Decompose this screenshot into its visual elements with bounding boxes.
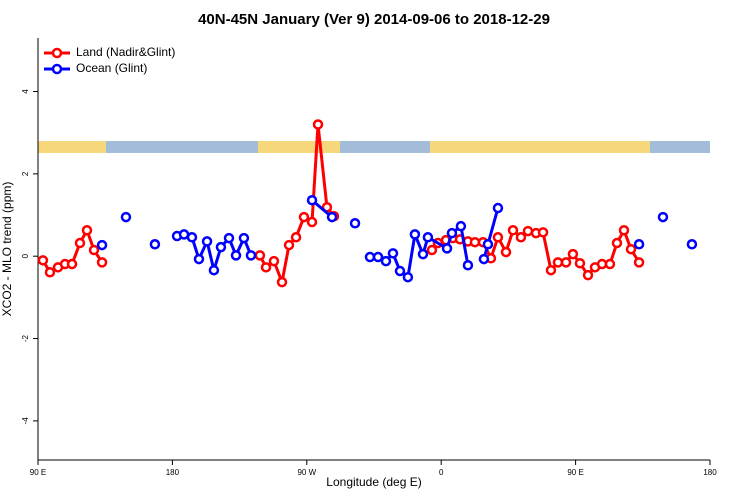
x-tick-label: 90 E [30, 468, 46, 477]
point [552, 257, 564, 268]
point [81, 225, 93, 236]
point [507, 225, 519, 236]
y-tick-label: 4 [21, 89, 30, 94]
point [455, 220, 467, 232]
point [245, 250, 257, 261]
point [120, 211, 132, 223]
point [426, 244, 438, 256]
legend-marker [51, 63, 63, 75]
point [387, 248, 399, 259]
point [260, 262, 272, 273]
point [633, 257, 645, 268]
point [96, 239, 108, 251]
surface-strip [38, 141, 710, 153]
point [500, 246, 512, 258]
point [417, 248, 429, 260]
point [74, 237, 86, 249]
point [402, 271, 414, 283]
point [657, 211, 669, 223]
point [364, 251, 376, 263]
x-tick-label: 90 W [297, 468, 316, 477]
point [618, 225, 630, 236]
point [298, 211, 310, 223]
point [66, 258, 78, 270]
point [422, 232, 434, 243]
point [208, 264, 220, 276]
x-tick-label: 90 E [567, 468, 583, 477]
y-tick-label: 2 [21, 171, 30, 176]
point [230, 250, 242, 261]
point [149, 239, 161, 250]
legend-label: Land (Nadir&Glint) [76, 45, 175, 59]
point [238, 232, 250, 244]
chart-title: 40N-45N January (Ver 9) 2014-09-06 to 20… [198, 11, 550, 28]
point [686, 239, 698, 250]
point [290, 232, 302, 243]
point [567, 248, 579, 260]
point [469, 236, 481, 248]
point [254, 250, 266, 261]
point [186, 232, 198, 243]
y-axis-label: XCO2 - MLO trend (ppm) [0, 182, 14, 317]
x-axis-label: Longitude (deg E) [326, 475, 421, 489]
point [441, 243, 453, 254]
point [223, 232, 235, 244]
point [604, 258, 616, 270]
point [574, 257, 586, 269]
x-tick-label: 0 [439, 468, 444, 477]
point [582, 269, 594, 281]
point [625, 243, 637, 255]
y-tick-label: 0 [21, 253, 30, 258]
point [326, 211, 338, 223]
point [201, 236, 213, 247]
legend-label: Ocean (Glint) [76, 61, 147, 75]
point [306, 216, 318, 228]
point [193, 253, 205, 265]
point [268, 255, 280, 267]
point [44, 267, 56, 278]
point [380, 255, 392, 267]
point [37, 255, 49, 266]
y-tick-label: -2 [21, 334, 30, 342]
point [633, 239, 645, 250]
point [611, 237, 623, 249]
point [349, 218, 361, 229]
point [88, 244, 100, 256]
point [492, 232, 504, 243]
legend-marker [51, 47, 63, 59]
point [482, 239, 494, 250]
point [312, 119, 324, 130]
point [96, 257, 108, 268]
point [372, 251, 384, 263]
x-tick-label: 180 [166, 468, 180, 477]
point [409, 229, 421, 240]
x-tick-label: 180 [703, 468, 717, 477]
point [515, 232, 527, 243]
point [537, 227, 549, 238]
point [522, 225, 534, 237]
point [394, 265, 406, 277]
point [215, 241, 227, 253]
point [462, 260, 474, 271]
point [446, 227, 458, 239]
y-tick-label: -4 [21, 417, 30, 425]
point [492, 202, 504, 214]
point [283, 239, 295, 251]
point [478, 253, 490, 265]
point [306, 194, 318, 206]
point [545, 264, 557, 276]
point [560, 257, 572, 268]
point [276, 276, 288, 288]
